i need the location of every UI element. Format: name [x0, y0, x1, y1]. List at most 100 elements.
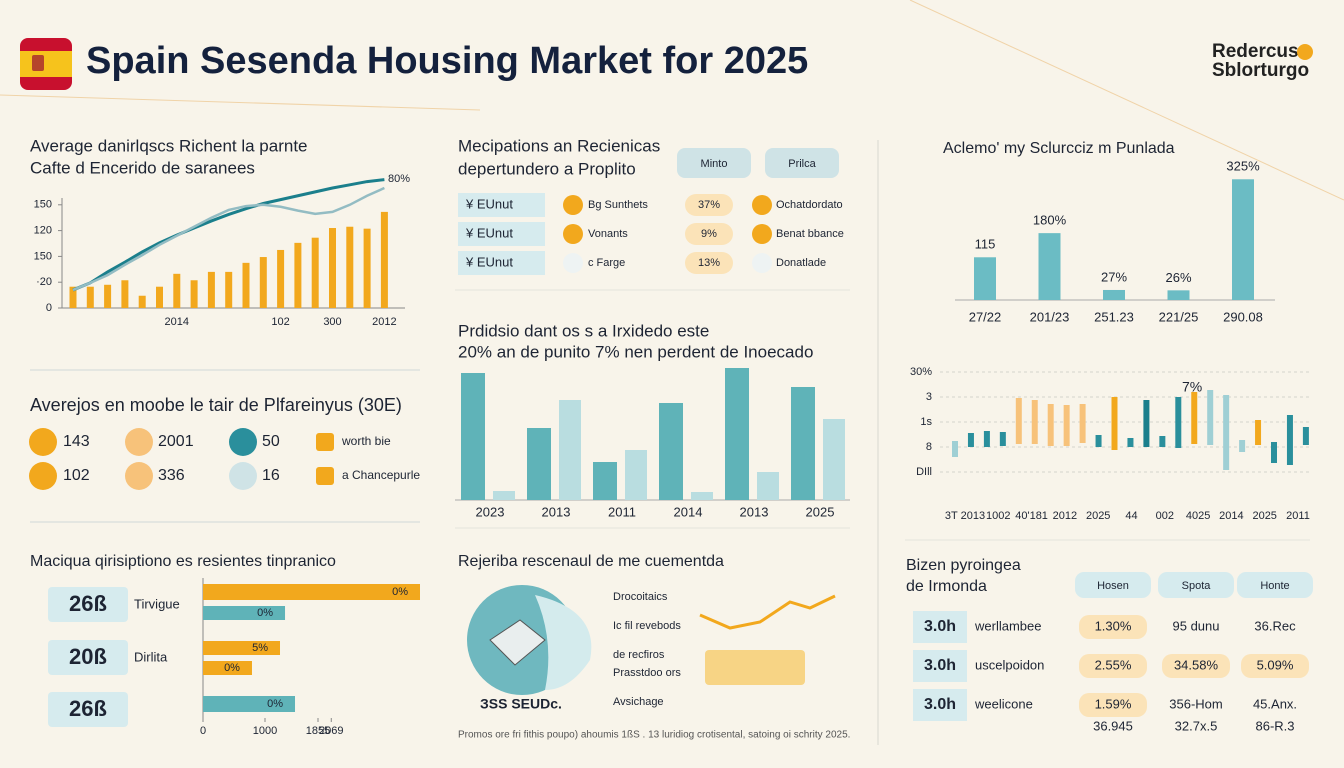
- average-value: a Chancepurle: [342, 468, 420, 482]
- panel-title: Bizen pyroingea: [906, 557, 1021, 574]
- note: Benat bbance: [776, 228, 844, 240]
- tag-box: [458, 222, 545, 246]
- bar: [329, 228, 336, 308]
- report-label: Ic fil revebods: [613, 620, 681, 632]
- badge: 20ß: [69, 644, 107, 669]
- button[interactable]: [677, 148, 751, 178]
- flag: [20, 38, 72, 90]
- row-label: werllambee: [974, 618, 1041, 633]
- chart-subtitle: 20% an de punito 7% nen perdent de Inoec…: [458, 342, 813, 361]
- bar: [69, 286, 77, 308]
- icon: [29, 428, 57, 456]
- x-tick-label: 27/22: [969, 309, 1002, 324]
- average-value: 2001: [158, 433, 194, 450]
- y-tick-label: 150: [34, 199, 52, 211]
- y-tick-label: 1s: [920, 416, 932, 428]
- cell: 1.30%: [1095, 618, 1132, 633]
- average-value: 336: [158, 467, 185, 484]
- range-bar: [967, 433, 974, 447]
- cell: 86-R.3: [1255, 718, 1294, 733]
- icon: [316, 433, 334, 451]
- icon: [752, 224, 772, 244]
- x-tick-label: 2013: [740, 504, 769, 519]
- tag: ¥ EUnut: [465, 254, 513, 269]
- button[interactable]: [765, 148, 839, 178]
- bar: [294, 242, 302, 308]
- pct: 37%: [698, 199, 720, 211]
- icon: [752, 253, 772, 273]
- bar: [277, 249, 285, 308]
- x-tick-label: 300: [323, 316, 341, 328]
- logo-line: Sblorturgo: [1212, 60, 1309, 81]
- flag-emblem: [32, 55, 44, 71]
- header: Hosen: [1097, 580, 1129, 592]
- cell: 2.55%: [1095, 657, 1132, 672]
- bar: [207, 271, 215, 308]
- button-label: Prilca: [788, 158, 816, 170]
- panel-title: Averejos en moobe le tair de Plfareinyus…: [30, 395, 402, 415]
- flag-yellow: [20, 51, 72, 77]
- range-bar: [1286, 415, 1293, 465]
- range-bar: [1223, 395, 1230, 470]
- range-bar: [1239, 440, 1246, 452]
- range-bar: [1095, 435, 1102, 447]
- y-tick-label: 3: [926, 391, 932, 403]
- x-tick-label: 4025: [1186, 510, 1210, 522]
- bar: [203, 606, 286, 620]
- report-label: de recfiros: [613, 649, 665, 661]
- bar: [203, 661, 252, 675]
- bar: [1038, 233, 1061, 300]
- bar: [104, 284, 112, 308]
- bar: [380, 211, 388, 308]
- logo-line: Redercus: [1212, 41, 1299, 62]
- bar: [659, 403, 683, 500]
- pct: 13%: [698, 257, 720, 269]
- cell: 45.Anx.: [1253, 696, 1297, 711]
- cell-pill: [1241, 654, 1309, 678]
- average-value: 16: [262, 467, 280, 484]
- y-tick-label: 120: [34, 225, 52, 237]
- footnote: Promos ore fri fithis poupo) ahoumis 1ßS…: [458, 730, 850, 741]
- pill: [685, 194, 733, 216]
- chart-title: Aclemo' my Sclurcciz m Punlada: [943, 140, 1175, 157]
- decor-line: [909, 0, 1344, 201]
- y-tick-label: 150: [34, 250, 52, 262]
- x-tick-label: 002: [1156, 510, 1174, 522]
- cell: 32.7x.5: [1175, 718, 1218, 733]
- logo-dot: [1297, 44, 1313, 60]
- panel-title: Mecipations an Recienicas: [458, 136, 660, 155]
- x-tick-label: 251.23: [1094, 309, 1134, 324]
- x-tick-label: 0: [200, 725, 206, 737]
- decor-trend: [699, 594, 836, 630]
- range-bar: [1031, 400, 1038, 444]
- annotation: 80%: [388, 173, 410, 185]
- icon: [563, 253, 583, 273]
- icon: [125, 428, 153, 456]
- tag-box: [458, 193, 545, 217]
- tag: ¥ EUnut: [465, 225, 513, 240]
- panel-title: depertundero a Proplito: [458, 159, 636, 178]
- data-label: 115: [975, 237, 996, 252]
- bar: [559, 400, 581, 500]
- range-bar: [1271, 442, 1277, 463]
- cell-pill: [1162, 654, 1230, 678]
- badge-box: [48, 587, 128, 622]
- icon: [125, 462, 153, 490]
- line: [72, 186, 385, 292]
- header-pill: [1237, 572, 1313, 598]
- annotation: 7%: [1182, 379, 1202, 395]
- chart-title: Average danirlqscs Richent la parnte: [30, 136, 308, 155]
- x-tick-label: 1000: [253, 725, 277, 737]
- annotation: 5%: [252, 642, 268, 654]
- average-value: 50: [262, 433, 280, 450]
- badge: 26ß: [69, 591, 107, 616]
- bar: [225, 271, 233, 308]
- row-label: Dirlita: [134, 649, 168, 664]
- range-bar: [1207, 390, 1214, 445]
- x-tick-label: 2025: [1086, 510, 1110, 522]
- cell: 95 dunu: [1173, 618, 1220, 633]
- icon: [229, 462, 257, 490]
- bar: [493, 491, 515, 500]
- y-tick-label: 8: [926, 441, 932, 453]
- range-bar: [1302, 427, 1309, 445]
